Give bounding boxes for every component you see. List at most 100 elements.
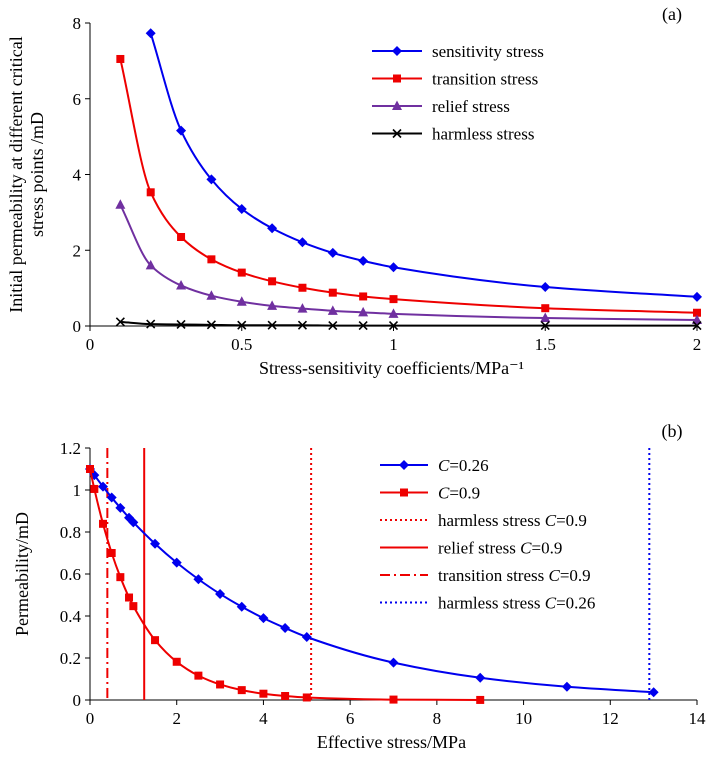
data-point [540,281,551,292]
legend-item: transition stress C=0.9 [380,566,591,585]
data-point [151,636,160,645]
panel-label: (b) [662,421,683,442]
data-point [388,308,399,318]
data-point [171,557,182,568]
data-point [176,319,186,330]
data-point [297,237,308,248]
data-point [90,484,99,493]
data-point [259,689,268,698]
legend-item: C=0.26 [380,456,489,475]
y-axis-label: Initial permeability at different critic… [6,36,47,313]
legend-label-var: C [520,539,532,558]
y-tick-label: 1.2 [60,439,81,458]
y-tick-label: 8 [73,14,82,33]
legend-marker [392,128,402,139]
x-tick-label: 6 [346,709,355,728]
chart-b: 0 0.2 0.4 0.6 0.8 1 1.2 0 2 4 6 8 10 12 14 Effective st… [12,421,706,752]
data-point [475,672,486,683]
x-tick-label: 2 [172,709,181,728]
legend-label-value: =0.9 [560,566,591,585]
legend-item: harmless stress C=0.26 [380,594,595,613]
legend-label: relief stress C=0.9 [438,539,562,558]
x-tick-label: 4 [259,709,268,728]
data-point [267,320,277,330]
legend-label-text: transition stress [438,566,549,585]
y-tick-label: 0.2 [60,649,81,668]
data-point [194,671,203,680]
legend-label-var: C [545,511,557,530]
chart-a: 0 2 4 6 8 0 0.5 1 1.5 2 Stress-sensitivity coeffic… [6,4,702,378]
x-tick-label: 1 [389,335,398,354]
data-point [150,538,161,549]
legend-label-var: C [438,456,450,475]
data-point [267,300,278,310]
data-point [328,321,338,331]
x-tick-label: 0 [86,335,95,354]
x-tick-label: 8 [433,709,442,728]
data-point [216,680,225,689]
data-point [215,588,226,599]
data-point [128,517,139,528]
data-point [692,321,702,331]
x-tick-label: 14 [689,709,706,728]
data-point [301,632,312,642]
legend-label: harmless stress C=0.26 [438,594,595,613]
data-point [561,681,572,692]
data-point [86,465,94,473]
y-tick-label: 0 [73,317,82,336]
data-point [206,174,217,185]
data-point [237,686,246,695]
legend-label-value: =0.9 [556,511,587,530]
legend-label: sensitivity stress [432,42,544,61]
y-tick-label: 4 [73,166,82,185]
y-tick-label: 0.6 [60,565,81,584]
data-point [648,687,659,698]
data-point [145,259,156,270]
legend-item: relief stress [372,97,510,116]
data-point [327,247,338,258]
series-line [89,468,481,701]
data-point [389,695,398,704]
data-point [302,693,311,702]
data-point [125,593,134,602]
x-axis-label: Stress-sensitivity coefficients/MPa⁻¹ [259,358,524,378]
data-point [107,549,116,557]
legend-label-text: harmless stress [438,511,545,530]
legend-label: relief stress [432,97,510,116]
legend-label: transition stress [432,70,538,89]
x-tick-label: 12 [602,709,619,728]
legend-label-text: relief stress [438,539,520,558]
series-3 [115,317,702,331]
data-point [327,305,338,315]
data-point [145,28,156,39]
x-tick-label: 10 [515,709,532,728]
data-point [297,320,308,330]
data-point [298,283,307,292]
legend-item: harmless stress C=0.9 [380,511,587,530]
series-line [119,204,698,321]
data-point [116,573,125,582]
data-point [176,125,187,136]
data-point [237,268,246,277]
legend-marker [399,460,409,470]
legend-item: relief stress C=0.9 [380,539,562,558]
data-point [297,303,308,313]
legend-label-value: =0.9 [449,484,480,503]
legend-label-var: C [549,566,561,585]
data-point [267,223,278,234]
legend-label-value: =0.9 [531,539,562,558]
data-point [540,312,551,323]
data-point [98,481,109,492]
series-1 [116,54,701,317]
data-point [236,296,247,306]
data-point [541,304,550,313]
data-point [388,657,399,668]
legend-item: sensitivity stress [372,42,544,61]
legend-marker [393,74,401,83]
x-tick-label: 1.5 [535,335,556,354]
data-point [115,502,126,513]
data-point [388,262,399,273]
data-point [388,321,399,331]
legend-label: harmless stress C=0.9 [438,511,587,530]
